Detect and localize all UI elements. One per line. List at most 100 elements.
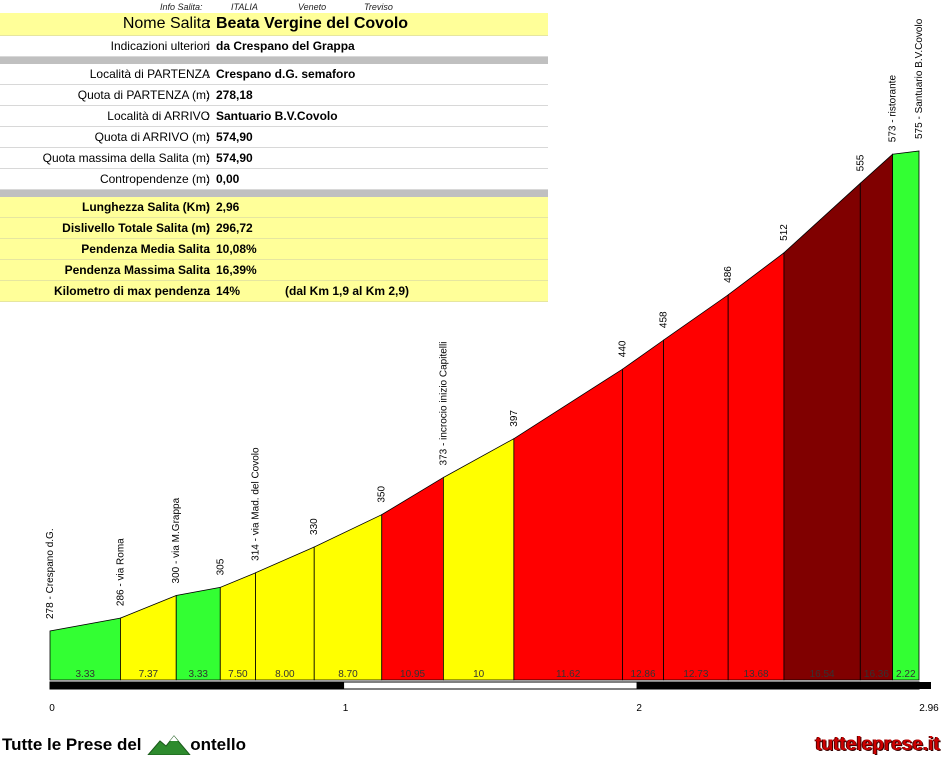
info-line: Info Salita: ITALIA Veneto Treviso [0,0,548,13]
profile-segment [255,546,315,681]
row-pend-max-label: Pendenza Massima Salita [64,263,210,277]
grade-label: 10 [473,669,485,680]
row-arrivo-loc-value: Santuario B.V.Covolo [216,109,338,123]
row-contropendenze: Contropendenze (m) : 0,00 [0,169,548,190]
grade-label: 7.37 [139,669,159,680]
separator [0,190,548,197]
altitude-label: 350 [377,486,388,503]
row-km-max: Kilometro di max pendenza : 14% (dal Km … [0,281,548,302]
grade-label: 11.62 [556,669,581,680]
altitude-label: 555 [855,154,866,171]
profile-segment [663,294,729,681]
row-nome: Nome Salita : Beata Vergine del Covolo [0,13,548,36]
km-band [49,681,345,690]
elevation-profile-chart: 3.33 7.37 3.33 7.50 8.00 8.70 10.95 10 11.62 12.8… [45,18,939,714]
km-band [919,682,931,689]
km-band [636,681,920,690]
row-lunghezza: Lunghezza Salita (Km) : 2,96 [0,197,548,218]
grade-label: 8.70 [338,669,358,680]
row-arrivo-loc: Località di ARRIVO : Santuario B.V.Covol… [0,106,548,127]
row-arrivo-quota: Quota di ARRIVO (m) : 574,90 [0,127,548,148]
row-pend-media-value: 10,08% [216,242,257,256]
km-band [343,681,638,690]
row-partenza-quota-label: Quota di PARTENZA (m) [77,88,210,102]
row-pend-max: Pendenza Massima Salita : 16,39% [0,260,548,281]
grade-label: 10.95 [400,669,425,680]
info-label: Info Salita: [160,2,203,12]
row-pend-media: Pendenza Media Salita : 10,08% [0,239,548,260]
info-province: Treviso [364,2,393,12]
logo-text-a: Tutte le Prese del [2,735,147,754]
profile-segments [49,150,920,681]
row-nome-label: Nome Salita [122,15,210,32]
altitude-label: 278 - Crespano d.G. [45,528,56,619]
km-tick-label: 2 [636,703,642,714]
info-country: ITALIA [231,2,258,12]
altitude-label: 575 - Santuario B.V.Covolo [914,18,925,139]
row-partenza-quota-value: 278,18 [216,88,253,102]
row-indicazioni-value: da Crespano del Grappa [216,39,355,53]
row-dislivello: Dislivello Totale Salita (m) : 296,72 [0,218,548,239]
profile-segment [442,437,515,681]
profile-segment [892,150,920,681]
altitude-label: 458 [659,311,670,328]
row-km-max-value: 14% [216,284,241,298]
km-tick-label: 0 [49,703,55,714]
km-tick-label: 2.96 [919,703,939,714]
altitude-label: 397 [509,410,520,427]
altitude-label: 314 - via Mad. del Covolo [251,447,262,561]
profile-segment [859,153,893,681]
row-lunghezza-value: 2,96 [216,200,240,214]
altitude-label: 512 [779,224,790,241]
altitude-label: 373 - incrocio inizio Capitelli [438,342,449,466]
climb-info-table: Nome Salita : Beata Vergine del Covolo I… [0,13,548,302]
info-region: Veneto [298,2,327,12]
grade-label: 7.50 [228,669,248,680]
row-contropendenze-value: 0,00 [216,172,240,186]
profile-segment [783,182,861,681]
row-dislivello-value: 296,72 [216,221,253,235]
row-indicazioni: Indicazioni ulteriori : da Crespano del … [0,36,548,57]
tutteleprese-site-logo: tutteleprese.it [815,734,940,755]
row-nome-value: Beata Vergine del Covolo [216,15,409,32]
grade-label: 13.68 [744,669,769,680]
row-quota-max-label: Quota massima della Salita (m) [42,151,210,165]
altitude-label: 573 - ristorante [888,75,899,143]
row-arrivo-loc-label: Località di ARRIVO [107,109,210,123]
row-indicazioni-label: Indicazioni ulteriori [110,39,210,53]
profile-segment [175,586,221,681]
grade-label: 16.36 [864,669,889,680]
profile-segment [313,514,383,681]
profile-segment [513,368,623,681]
row-partenza-loc: Località di PARTENZA : Crespano d.G. sem… [0,64,548,85]
mountain-logo-icon [147,735,191,755]
row-arrivo-quota-value: 574,90 [216,130,253,144]
altitude-label: 330 [309,518,320,535]
altitude-labels: 278 - Crespano d.G. 286 - via Roma 300 - v… [45,18,925,619]
km-axis: 0 1 2 2.96 [49,681,939,714]
row-km-max-range: (dal Km 1,9 al Km 2,9) [285,284,410,298]
row-quota-max: Quota massima della Salita (m) : 574,90 [0,148,548,169]
profile-segment [727,252,785,681]
grade-label: 12.73 [683,669,708,680]
row-arrivo-quota-label: Quota di ARRIVO (m) [94,130,210,144]
row-quota-max-value: 574,90 [216,151,253,165]
altitude-label: 305 [215,558,226,575]
altitude-label: 286 - via Roma [115,538,126,606]
grade-label: 3.33 [75,669,95,680]
profile-segment [622,339,664,681]
row-partenza-loc-value: Crespano d.G. semaforo [216,67,356,81]
grade-label: 16.54 [810,669,835,680]
row-partenza-loc-label: Località di PARTENZA [89,67,210,81]
row-contropendenze-label: Contropendenze (m) [99,172,210,186]
profile-segment [219,572,256,681]
km-tick-label: 1 [343,703,349,714]
logo-text-b: ontello [190,735,246,754]
grade-label: 12.86 [631,669,656,680]
row-pend-media-label: Pendenza Media Salita [81,242,210,256]
row-km-max-label: Kilometro di max pendenza [53,284,210,298]
row-lunghezza-label: Lunghezza Salita (Km) [81,200,210,214]
row-dislivello-label: Dislivello Totale Salita (m) [62,221,210,235]
row-pend-max-value: 16,39% [216,263,257,277]
profile-segment [120,594,177,681]
